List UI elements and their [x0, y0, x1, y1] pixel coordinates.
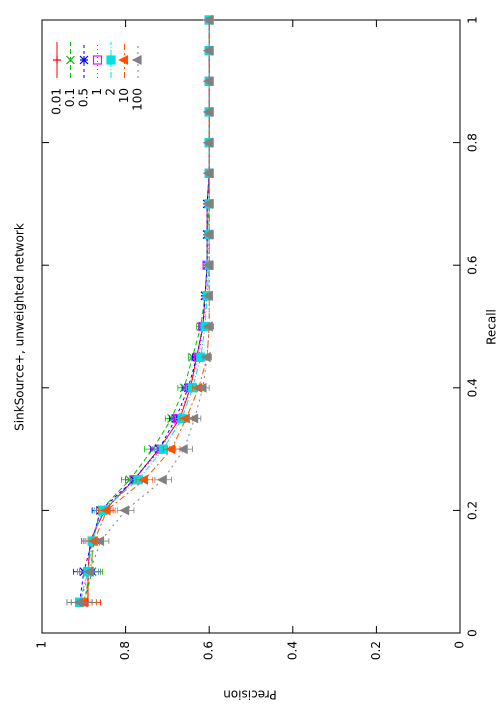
- marker: [165, 444, 176, 455]
- legend-label: 0.5: [77, 88, 91, 107]
- marker: [202, 106, 213, 117]
- y-tick-label: 0.6: [202, 641, 216, 660]
- legend-label: 2: [104, 88, 118, 96]
- marker: [177, 444, 188, 455]
- marker: [202, 229, 213, 240]
- series-line: [79, 20, 210, 603]
- marker: [202, 290, 213, 301]
- marker: [73, 597, 84, 608]
- x-tick-label: 0.8: [466, 133, 480, 152]
- marker: [202, 76, 213, 87]
- legend-marker: [79, 55, 89, 65]
- marker: [196, 382, 207, 393]
- legend-marker: [131, 55, 142, 65]
- series-line: [83, 20, 210, 603]
- marker: [202, 260, 213, 271]
- marker: [200, 352, 211, 363]
- y-tick-label: 0.2: [369, 641, 383, 660]
- legend-marker: [106, 55, 116, 65]
- series-line: [83, 20, 210, 603]
- marker: [188, 413, 199, 424]
- x-axis-label: Recall: [485, 309, 499, 345]
- legend-label: 100: [131, 88, 145, 111]
- x-tick-label: 0: [466, 629, 480, 637]
- marker: [202, 137, 213, 148]
- legend-label: 1: [90, 88, 104, 96]
- legend-marker: [118, 55, 129, 65]
- marker: [83, 566, 94, 577]
- y-tick-label: 0.8: [118, 641, 132, 660]
- legend-marker: [92, 55, 103, 65]
- y-tick-label: 0: [453, 641, 467, 649]
- x-tick-label: 1: [466, 16, 480, 24]
- marker: [202, 45, 213, 56]
- chart-title: SinkSource+, unweighted network: [13, 223, 27, 431]
- marker: [202, 321, 213, 332]
- legend-label: 0.01: [50, 88, 64, 115]
- marker: [138, 474, 149, 485]
- x-tick-label: 0.6: [466, 256, 480, 275]
- legend-label: 0.1: [63, 88, 77, 107]
- marker: [119, 505, 130, 516]
- legend-label: 10: [117, 88, 131, 103]
- legend-marker: [66, 55, 75, 65]
- x-tick-label: 0.2: [466, 501, 480, 520]
- marker: [202, 198, 213, 209]
- series-line: [79, 20, 210, 603]
- marker: [202, 168, 213, 179]
- legend-marker: [53, 56, 61, 64]
- y-axis-label: Precision: [223, 688, 277, 702]
- plot-frame: [41, 19, 461, 634]
- marker: [100, 505, 111, 516]
- y-tick-label: 1: [35, 641, 49, 649]
- x-tick-label: 0.4: [466, 378, 480, 397]
- marker: [202, 15, 213, 25]
- marker: [156, 474, 167, 485]
- y-tick-label: 0.4: [285, 641, 299, 660]
- marker: [94, 536, 105, 547]
- plot-area: SinkSource+, unweighted network Recall P…: [13, 15, 499, 702]
